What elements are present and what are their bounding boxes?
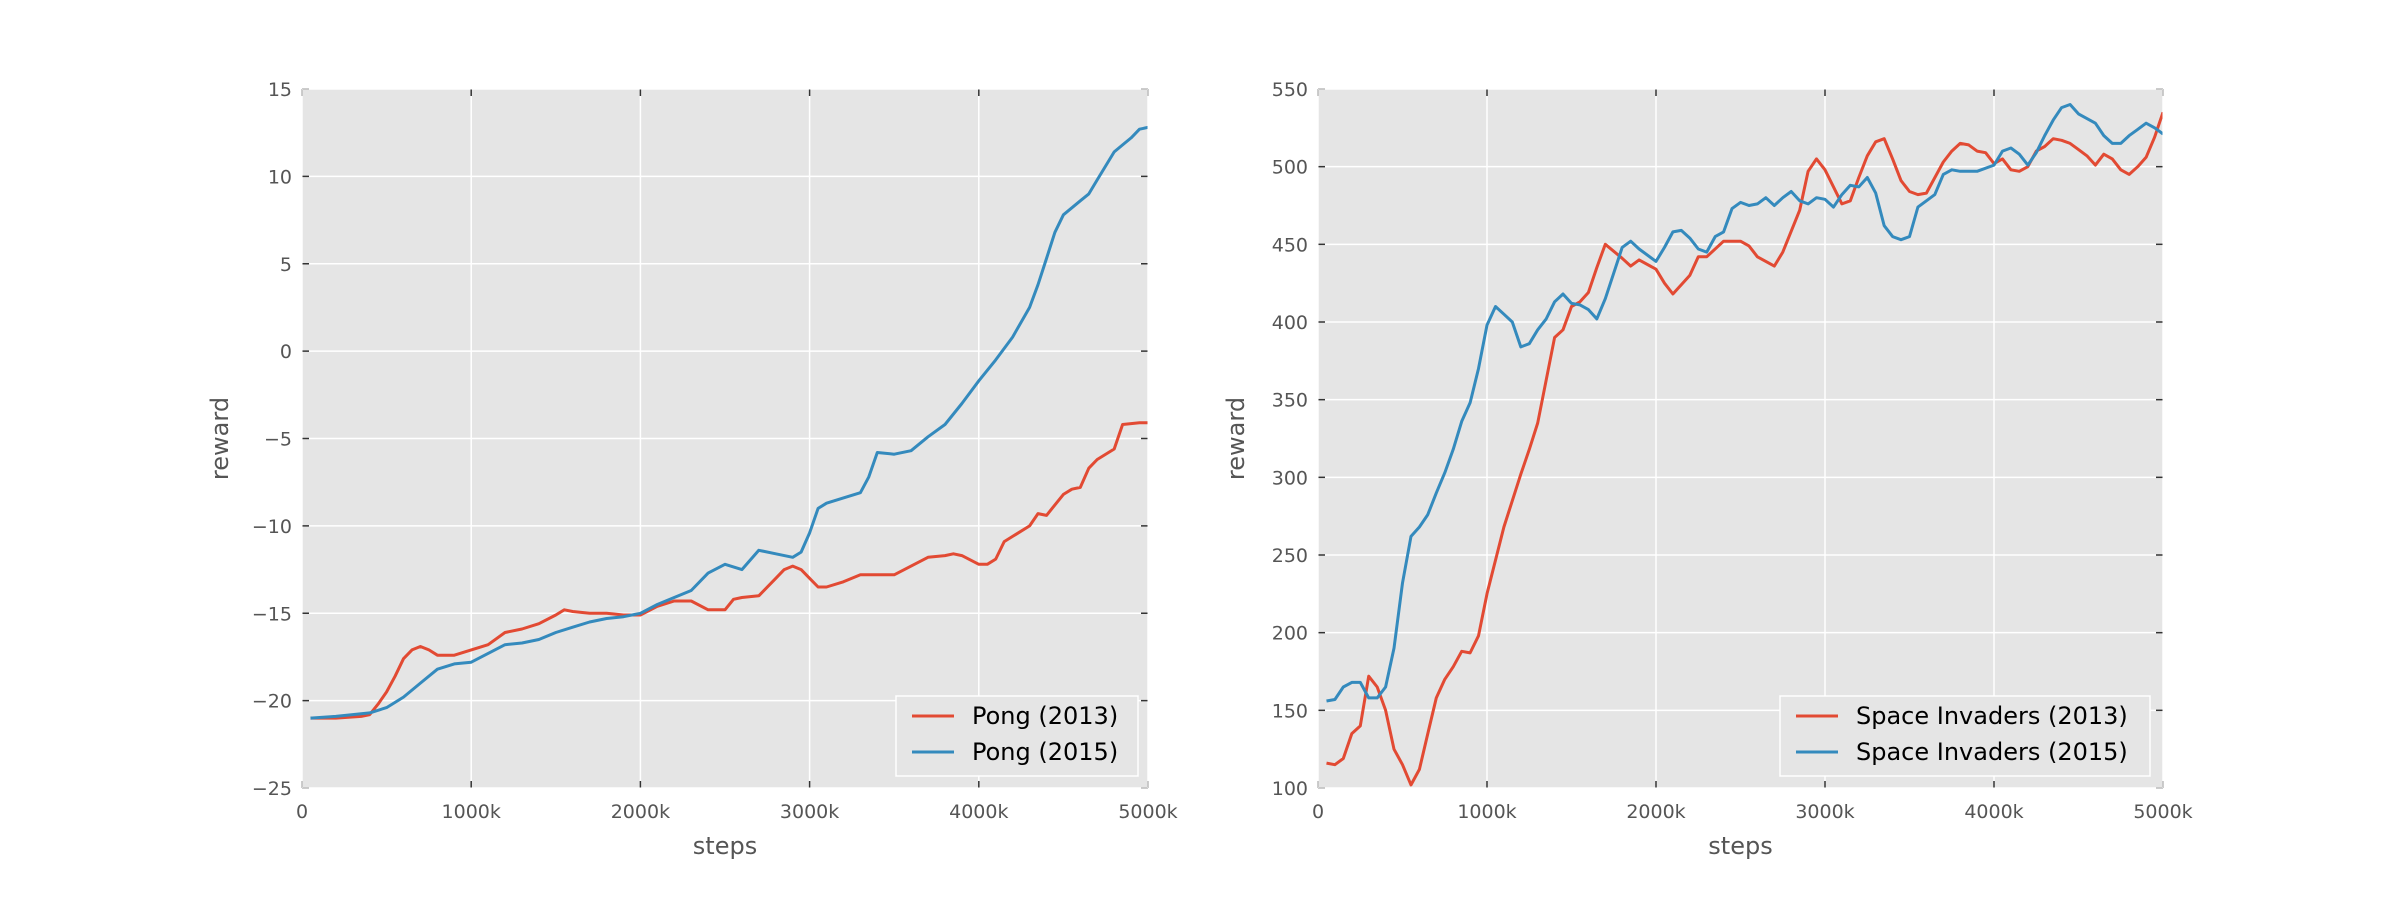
y-tick-label: 500 xyxy=(1272,157,1308,179)
y-tick-label: 10 xyxy=(268,166,292,188)
x-tick-label: 2000k xyxy=(611,801,670,823)
x-tick-label: 3000k xyxy=(1795,801,1854,823)
series-line-2015 xyxy=(310,125,1148,720)
space-invaders-chart: 0 1000k 2000k 3000k 4000k 5000k 100 150 200 250 30… xyxy=(1222,79,2193,860)
legend-label: Space Invaders (2013) xyxy=(1856,702,2128,730)
plot-frame xyxy=(301,88,1149,789)
pong-chart: 0 1000k 2000k 3000k 4000k 5000k −25 −20 −15 −10 −5… xyxy=(206,79,1178,860)
y-tick-label: −15 xyxy=(252,603,292,625)
x-tick-label: 0 xyxy=(296,801,308,823)
y-tick-label: 15 xyxy=(268,79,292,101)
y-tick-label: −10 xyxy=(252,516,292,538)
legend-box xyxy=(895,695,1139,777)
y-tick-label: 550 xyxy=(1272,79,1308,101)
legend-box xyxy=(1779,695,2151,777)
x-tick-label: 4000k xyxy=(949,801,1008,823)
plot-frame xyxy=(1317,88,2164,789)
y-tick-label: 5 xyxy=(280,254,292,276)
y-tick-label: −25 xyxy=(252,778,292,800)
series-line-2013 xyxy=(310,421,1148,720)
y-tick-label: 0 xyxy=(280,341,292,363)
y-axis-label: reward xyxy=(206,397,234,480)
y-axis-label: reward xyxy=(1222,397,1250,480)
x-tick-label: 3000k xyxy=(780,801,839,823)
y-tick-label: 400 xyxy=(1272,312,1308,334)
x-tick-label: 1000k xyxy=(442,801,501,823)
x-tick-label: 5000k xyxy=(2133,801,2192,823)
y-tick-label: 150 xyxy=(1272,700,1308,722)
plot-background xyxy=(1318,89,2163,788)
y-tick-label: 300 xyxy=(1272,467,1308,489)
x-tick-label: 1000k xyxy=(1457,801,1516,823)
x-axis-label: steps xyxy=(693,832,757,860)
y-tick-label: −5 xyxy=(264,429,292,451)
series-line-2015 xyxy=(1326,103,2163,703)
legend-label: Pong (2013) xyxy=(972,702,1118,730)
x-axis-label: steps xyxy=(1708,832,1772,860)
legend-label: Pong (2015) xyxy=(972,738,1118,766)
x-tick-label: 4000k xyxy=(1964,801,2023,823)
x-tick-label: 2000k xyxy=(1626,801,1685,823)
legend-label: Space Invaders (2015) xyxy=(1856,738,2128,766)
x-tick-label: 0 xyxy=(1312,801,1324,823)
x-tick-label: 5000k xyxy=(1118,801,1177,823)
y-tick-label: 450 xyxy=(1272,234,1308,256)
y-tick-label: 250 xyxy=(1272,545,1308,567)
y-tick-label: 100 xyxy=(1272,778,1308,800)
y-tick-label: −20 xyxy=(252,691,292,713)
y-tick-label: 200 xyxy=(1272,623,1308,645)
y-tick-label: 350 xyxy=(1272,390,1308,412)
